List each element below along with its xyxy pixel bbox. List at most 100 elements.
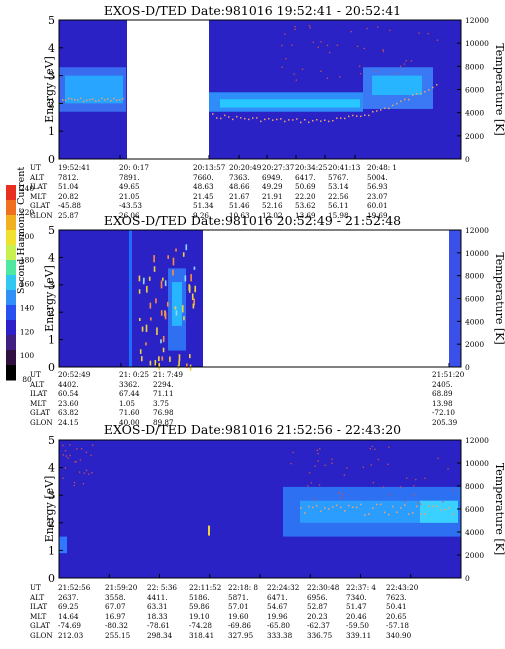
y-tick-label: 3	[48, 489, 55, 502]
temperature-point	[416, 505, 418, 508]
ephemeris-label: ALT	[30, 379, 45, 389]
temperature-point	[314, 498, 316, 500]
y-tick-label: 5	[48, 14, 55, 27]
spectral-feature	[148, 276, 151, 281]
temperature-point	[400, 100, 402, 103]
temperature-point	[89, 98, 91, 101]
colorbar-swatch	[6, 245, 16, 261]
spectral-feature	[193, 298, 195, 306]
ephemeris-value: 6471.	[267, 592, 288, 602]
temperature-point	[427, 33, 429, 35]
temperature-point	[328, 508, 330, 510]
temperature-point	[295, 79, 297, 81]
ephemeris-value: 3362.	[119, 379, 140, 389]
temperature-point	[284, 120, 286, 123]
spectral-feature	[161, 356, 164, 361]
temperature-point	[400, 65, 402, 67]
ephemeris-value: 327.95	[228, 630, 254, 640]
temperature-point	[372, 481, 375, 484]
temperature-point	[404, 98, 406, 101]
temperature-point	[300, 507, 302, 509]
colorbar-swatch	[6, 200, 16, 216]
colorbar-tick-label: 100	[20, 351, 35, 360]
temperature-point	[220, 117, 222, 120]
temperature-point	[424, 477, 426, 479]
panel-2-title: EXOS-D/TED Date:981016 20:52:49 - 21:52:…	[103, 213, 402, 228]
ephemeris-value: 336.75	[307, 630, 333, 640]
spectral-feature	[140, 356, 143, 362]
spectral-feature	[169, 356, 171, 362]
ephemeris-value: 5871.	[228, 592, 249, 602]
colorbar-swatch	[6, 290, 16, 306]
band	[449, 230, 461, 367]
temperature-point	[338, 492, 341, 494]
y-axis-label: Energy [eV]	[43, 56, 56, 123]
spectral-feature	[158, 356, 160, 362]
y-tick-label: 1	[48, 334, 55, 347]
temperature-point	[376, 503, 378, 506]
spectral-feature	[182, 252, 185, 257]
temperature-point	[344, 117, 346, 120]
spectral-feature	[172, 257, 175, 266]
ephemeris-value: 4402.	[58, 379, 79, 389]
temperature-point	[410, 60, 413, 62]
temperature-point	[91, 444, 94, 446]
temperature-point	[62, 444, 64, 447]
temperature-point	[317, 46, 319, 48]
ephemeris-value: 212.03	[58, 630, 84, 640]
ephemeris-value: 50.41	[386, 602, 407, 611]
ephemeris-value: 22.56	[328, 191, 349, 201]
y-axis-label: Energy [eV]	[43, 476, 56, 543]
band	[220, 99, 360, 108]
temperature-point	[284, 33, 286, 35]
ephemeris-label: ALT	[30, 172, 45, 182]
temperature-point	[77, 99, 79, 101]
temperature-point	[212, 113, 214, 115]
temperature-point	[444, 508, 446, 511]
spectral-feature	[186, 363, 188, 369]
temperature-point	[418, 32, 420, 34]
spectral-feature	[192, 303, 195, 309]
y-tick-label: 5	[48, 224, 55, 237]
temperature-point	[377, 26, 379, 28]
colorbar-swatch	[6, 350, 16, 366]
colorbar-swatch	[6, 275, 16, 291]
ephemeris-value: 56.93	[367, 182, 388, 191]
y2-tick-label: 0	[465, 155, 470, 164]
band	[300, 500, 458, 523]
temperature-point	[400, 507, 402, 509]
y2-axis-label: Temperature [K]	[493, 463, 505, 555]
temperature-point	[388, 446, 390, 448]
temperature-point	[415, 478, 417, 481]
ephemeris-value: 67.44	[119, 389, 140, 398]
temperature-point	[328, 51, 331, 54]
temperature-point	[328, 120, 330, 123]
colorbar-swatch	[6, 305, 16, 321]
temperature-point	[368, 513, 370, 515]
temperature-point	[448, 507, 450, 509]
temperature-point	[74, 99, 76, 101]
y-tick-label: 1	[48, 125, 55, 138]
spectral-feature	[162, 347, 165, 353]
ephemeris-value: 22:11:52	[189, 583, 222, 592]
temperature-point	[224, 114, 226, 117]
temperature-point	[358, 65, 361, 67]
y-tick-label: 2	[48, 97, 55, 110]
temperature-point	[320, 120, 322, 122]
temperature-point	[292, 451, 294, 454]
temperature-point	[82, 483, 85, 485]
temperature-point	[356, 45, 359, 48]
temperature-point	[62, 454, 64, 456]
ephemeris-value: 9.26	[193, 210, 210, 220]
ephemeris-value: 23.07	[367, 191, 388, 201]
ephemeris-value: 56.11	[328, 201, 349, 210]
temperature-point	[412, 94, 414, 96]
temperature-point	[442, 500, 444, 503]
temperature-point	[324, 119, 326, 121]
ephemeris-value: 54.67	[267, 602, 288, 611]
ephemeris-value: 19.10	[189, 611, 210, 621]
ephemeris-value: -80.32	[105, 621, 129, 630]
temperature-point	[98, 99, 100, 102]
ephemeris-label: GLON	[30, 630, 53, 640]
